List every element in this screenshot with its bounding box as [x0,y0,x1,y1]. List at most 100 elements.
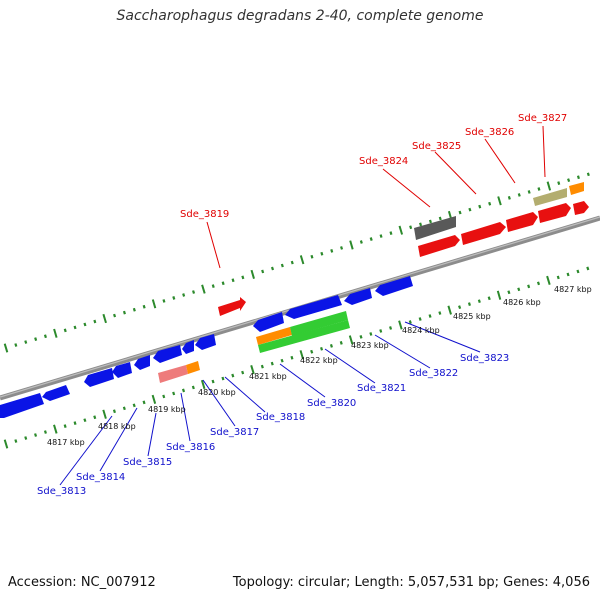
gene-sde-3827b[interactable] [573,201,589,215]
gene-label[interactable]: Sde_3819 [180,209,229,220]
minor-tick [14,343,18,347]
gene-orange-small[interactable] [186,361,200,374]
gene-label[interactable]: Sde_3816 [166,442,215,453]
minor-tick [132,403,136,408]
major-tick [250,269,255,279]
minor-tick [536,281,541,286]
page-title: Saccharophagus degradans 2-40, complete … [116,8,484,24]
gene-orange-mid[interactable] [256,327,292,345]
major-tick [299,255,305,265]
minor-tick [428,219,432,224]
kbp-label: 4821 kbp [249,372,287,381]
gene-label[interactable]: Sde_3818 [256,412,305,423]
minor-tick [63,424,67,429]
minor-tick [556,275,560,280]
gene-sde-3818b[interactable] [182,340,194,354]
minor-tick [359,240,363,244]
major-tick [3,343,9,353]
minor-tick [24,340,28,344]
kbp-label: 4818 kbp [98,422,136,431]
minor-tick [369,237,373,241]
gene-label[interactable]: Sde_3826 [465,127,514,138]
gene-sde-3816[interactable] [112,362,132,378]
minor-tick [586,266,590,271]
kbp-label: 4819 kbp [148,405,186,414]
gene-sde-3823[interactable] [375,276,413,296]
gene-label[interactable]: Sde_3815 [123,457,172,468]
minor-tick [527,284,531,289]
minor-tick [517,193,521,197]
minor-tick [24,436,28,440]
gene-label[interactable]: Sde_3817 [210,427,259,438]
minor-tick [142,400,146,405]
gene-label[interactable]: Sde_3814 [76,472,125,483]
gene-label[interactable]: Sde_3820 [307,398,356,409]
gene-sde-3825[interactable] [461,222,506,245]
minor-tick [310,349,314,354]
minor-tick [379,329,383,333]
gene-sde-3820b[interactable] [285,295,342,319]
major-tick [496,290,502,300]
gene-label[interactable]: Sde_3824 [359,156,408,167]
minor-tick [389,231,393,236]
major-tick [398,320,403,330]
minor-tick [241,370,245,375]
minor-tick [507,290,511,295]
gene-label[interactable]: Sde_3827 [518,113,567,124]
minor-tick [63,328,67,333]
gene-sde-3813[interactable] [0,393,44,418]
minor-tick [162,299,166,303]
gene-sde-3824[interactable] [414,216,456,240]
minor-tick [477,299,481,304]
minor-tick [330,248,334,253]
gene-sde-3814[interactable] [42,385,70,401]
minor-tick [379,234,383,238]
minor-tick [162,394,166,399]
gene-label[interactable]: Sde_3825 [412,141,461,152]
gene-label[interactable]: Sde_3821 [357,383,406,394]
gene-sde-3817[interactable] [134,355,150,370]
minor-tick [34,433,38,437]
kbp-labels: 4817 kbp 4818 kbp 4819 kbp 4820 kbp 4821… [47,285,592,447]
minor-tick [172,296,176,300]
gene-sde-3827a[interactable] [538,203,571,223]
gene-pink[interactable] [158,365,188,383]
minor-tick [270,266,275,271]
minor-tick [221,376,225,381]
gene-label[interactable]: Sde_3823 [460,353,509,364]
minor-tick [221,281,225,286]
kbp-label: 4825 kbp [453,312,491,321]
gene-sde-3818a[interactable] [153,345,182,363]
gene-label[interactable]: Sde_3822 [409,368,458,379]
minor-tick [458,210,462,215]
gene-green-b[interactable] [258,320,350,353]
minor-tick [408,320,412,324]
minor-tick [586,172,590,177]
minor-tick [83,418,87,423]
major-tick [53,328,58,338]
gene-sde-3822[interactable] [344,288,372,305]
minor-tick [241,275,245,280]
minor-tick [557,181,561,186]
minor-tick [507,195,511,200]
gene-sde-3819[interactable] [218,297,246,316]
gene-sde-3824b[interactable] [418,235,460,257]
minor-tick [517,287,521,292]
gene-label[interactable]: Sde_3813 [37,486,86,497]
gene-sde-3815[interactable] [84,368,114,387]
leader-lines [59,125,546,486]
outer-tick-track [3,172,590,353]
major-tick [102,313,107,324]
minor-tick [172,391,176,396]
gene-orange-top[interactable] [569,182,584,195]
minor-tick [231,373,235,378]
gene-sde-3820a[interactable] [253,312,284,332]
major-tick [201,284,206,294]
gene-sde-3826[interactable] [506,212,538,232]
accession-text: Accession: NC_007912 [8,575,156,590]
minor-tick [270,361,274,366]
gene-green-a[interactable] [290,311,348,336]
kbp-label: 4827 kbp [554,285,592,294]
gene-sde-3818c[interactable] [195,334,216,350]
gene-olive[interactable] [533,188,567,206]
